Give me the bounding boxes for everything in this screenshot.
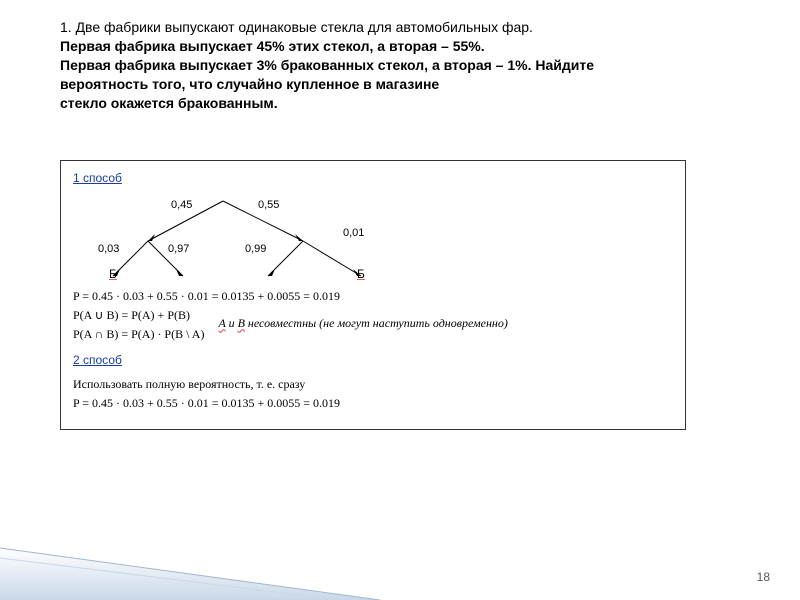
solution-box: 1 способ 0,45 0,55 0,03 0,97 0 — [60, 160, 686, 430]
probability-tree: 0,45 0,55 0,03 0,97 0,99 0,01 Б Б — [93, 191, 413, 281]
problem-statement: 1. Две фабрики выпускают одинаковые стек… — [60, 18, 780, 112]
problem-bold: Первая фабрика выпускает 3% бракованных … — [60, 57, 424, 73]
method-2: 2 способ Использовать полную вероятность… — [73, 353, 673, 413]
note-rest: несовместны (не могут наступить одноврем… — [245, 316, 508, 330]
rule-union: P(A ∪ B) = P(A) + P(B) — [73, 306, 204, 325]
rule-inter: P(A ∩ B) = P(A) · P(B \ A) — [73, 325, 204, 344]
page-number: 18 — [757, 570, 770, 584]
calc-2: P = 0.45 · 0.03 + 0.55 · 0.01 = 0.0135 +… — [73, 394, 673, 413]
method-2-label: 2 способ — [73, 353, 122, 367]
problem-bold: вероятность того, что случайно купленное… — [60, 76, 439, 92]
note-and: и — [226, 316, 238, 330]
problem-bold: а вторая – 1%. — [428, 57, 531, 73]
problem-line: Первая фабрика выпускает 3% бракованных … — [60, 56, 780, 75]
tree-prob-f1: 0,45 — [171, 199, 192, 211]
problem-line: 1. Две фабрики выпускают одинаковые стек… — [60, 18, 780, 37]
calc-1: P = 0.45 · 0.03 + 0.55 · 0.01 = 0.0135 +… — [73, 287, 673, 306]
method-2-desc: Использовать полную вероятность, т. е. с… — [73, 375, 673, 394]
problem-bold: стекло окажется бракованным. — [60, 95, 278, 111]
incompatible-note: A и B несовместны (не могут наступить од… — [218, 314, 507, 333]
problem-line: стекло окажется бракованным. — [60, 94, 780, 113]
problem-line: вероятность того, что случайно купленное… — [60, 75, 780, 94]
tree-svg — [93, 191, 413, 281]
problem-bold: Найдите — [531, 57, 594, 73]
tree-prob-b1: 0,03 — [98, 243, 119, 255]
rules-block: P(A ∪ B) = P(A) + P(B) P(A ∩ B) = P(A) ·… — [73, 306, 204, 344]
problem-line: Первая фабрика выпускает 45% этих стекол… — [60, 37, 780, 56]
tree-leaf-b1: Б — [109, 267, 117, 281]
tree-leaf-b2: Б — [357, 267, 365, 281]
tree-prob-b2: 0,99 — [245, 243, 266, 255]
problem-bold: Первая фабрика выпускает 45% этих стекол… — [60, 38, 485, 54]
formulas: P = 0.45 · 0.03 + 0.55 · 0.01 = 0.0135 +… — [73, 287, 673, 345]
note-a: A — [218, 316, 225, 330]
method-1-label: 1 способ — [73, 171, 122, 185]
tree-prob-g2: 0,01 — [343, 227, 364, 239]
tree-prob-g1: 0,97 — [168, 243, 189, 255]
tree-prob-f2: 0,55 — [258, 199, 279, 211]
note-b: B — [238, 316, 245, 330]
corner-gradient — [0, 530, 380, 600]
